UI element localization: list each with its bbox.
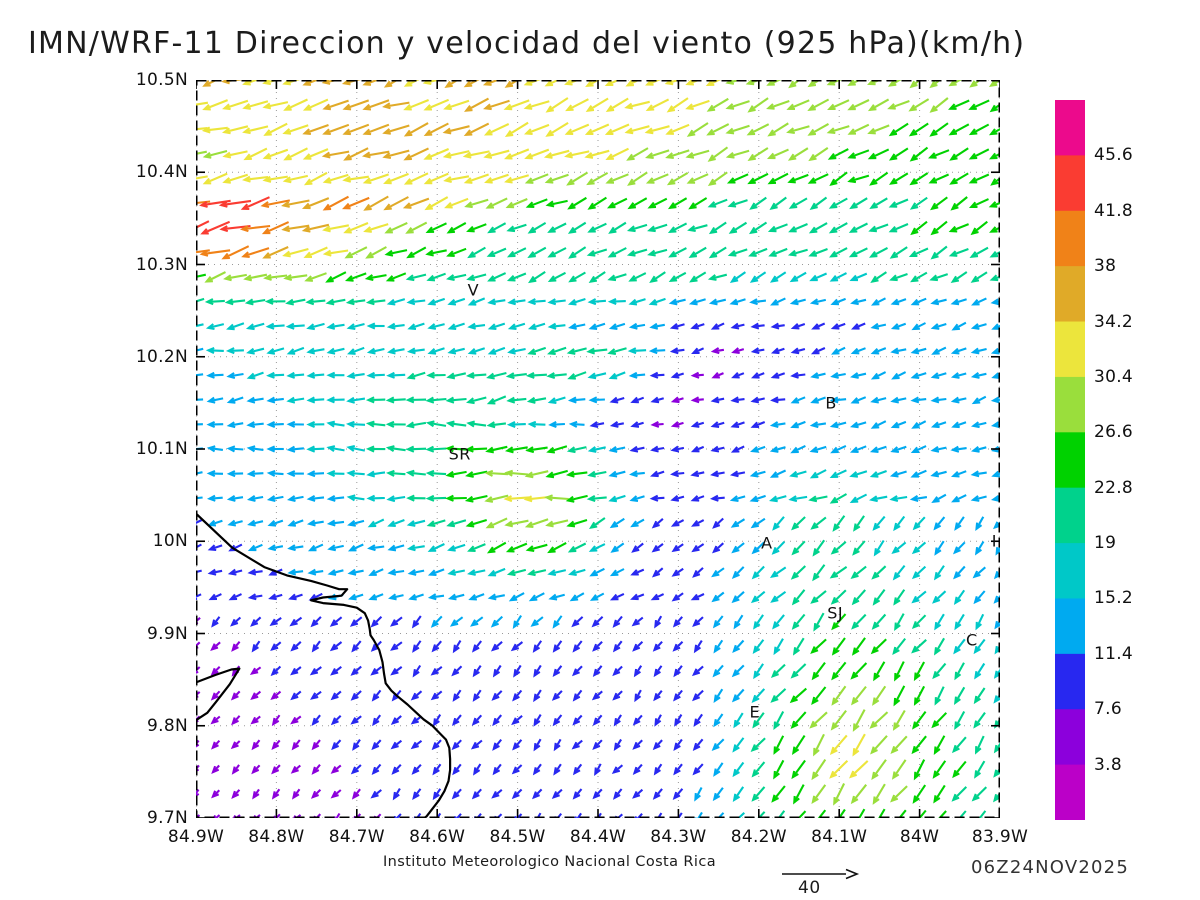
x-axis-tick: 84.6W (409, 827, 466, 847)
reference-vector-label: 40 (798, 878, 821, 898)
colorbar (1055, 100, 1085, 821)
y-axis-tick: 9.9N (147, 623, 188, 644)
x-axis-tick: 84.4W (569, 827, 627, 847)
colorbar-tick: 38 (1094, 256, 1117, 277)
wind-vector-field (179, 72, 1010, 830)
colorbar-tick: 15.2 (1094, 588, 1134, 609)
coastline-main (195, 512, 452, 819)
colorbar-tick: 41.8 (1094, 200, 1134, 221)
y-axis-tick: 10.1N (135, 439, 188, 459)
y-axis-tick: 9.7N (147, 808, 188, 828)
colorbar-tick: 3.8 (1094, 754, 1122, 775)
reference-vector-arrow (782, 868, 860, 880)
colorbar-tick: 11.4 (1094, 643, 1134, 664)
plot-area (179, 72, 1010, 830)
y-axis-tick: 10.5N (135, 70, 188, 90)
x-axis-tick: 84.5W (489, 827, 546, 847)
y-axis-tick: 10.2N (135, 346, 188, 367)
x-axis-tick: 84W (899, 827, 940, 847)
y-axis-tick: 10N (152, 531, 188, 552)
colorbar-tick: 34.2 (1094, 311, 1134, 332)
colorbar-tick: 45.6 (1094, 145, 1134, 166)
x-axis-tick: 84.3W (650, 827, 707, 847)
x-axis-tick: 84.1W (811, 827, 868, 847)
colorbar-tick: 7.6 (1094, 699, 1122, 720)
valid-time-stamp: 06Z24NOV2025 (971, 857, 1129, 878)
y-axis-tick: 10.4N (135, 162, 188, 183)
colorbar-tick: 30.4 (1094, 366, 1134, 387)
colorbar-tick: 26.6 (1094, 422, 1134, 443)
x-axis-tick: 84.8W (248, 827, 305, 847)
colorbar-tick: 19 (1094, 533, 1117, 554)
colorbar-tick: 22.8 (1094, 477, 1134, 498)
x-axis-tick: 84.9W (167, 827, 225, 847)
x-axis-tick: 84.2W (730, 827, 787, 847)
y-axis-tick: 9.8N (147, 715, 188, 736)
x-axis-tick: 84.7W (328, 827, 385, 847)
page-title: IMN/WRF-11 Direccion y velocidad del vie… (28, 26, 1026, 61)
credit-text: Instituto Meteorologico Nacional Costa R… (383, 854, 716, 870)
coastline-inlet (195, 667, 241, 722)
x-axis-tick: 83.9W (971, 827, 1029, 847)
wind-arrows (179, 72, 1010, 830)
y-axis-tick: 10.3N (135, 254, 188, 275)
